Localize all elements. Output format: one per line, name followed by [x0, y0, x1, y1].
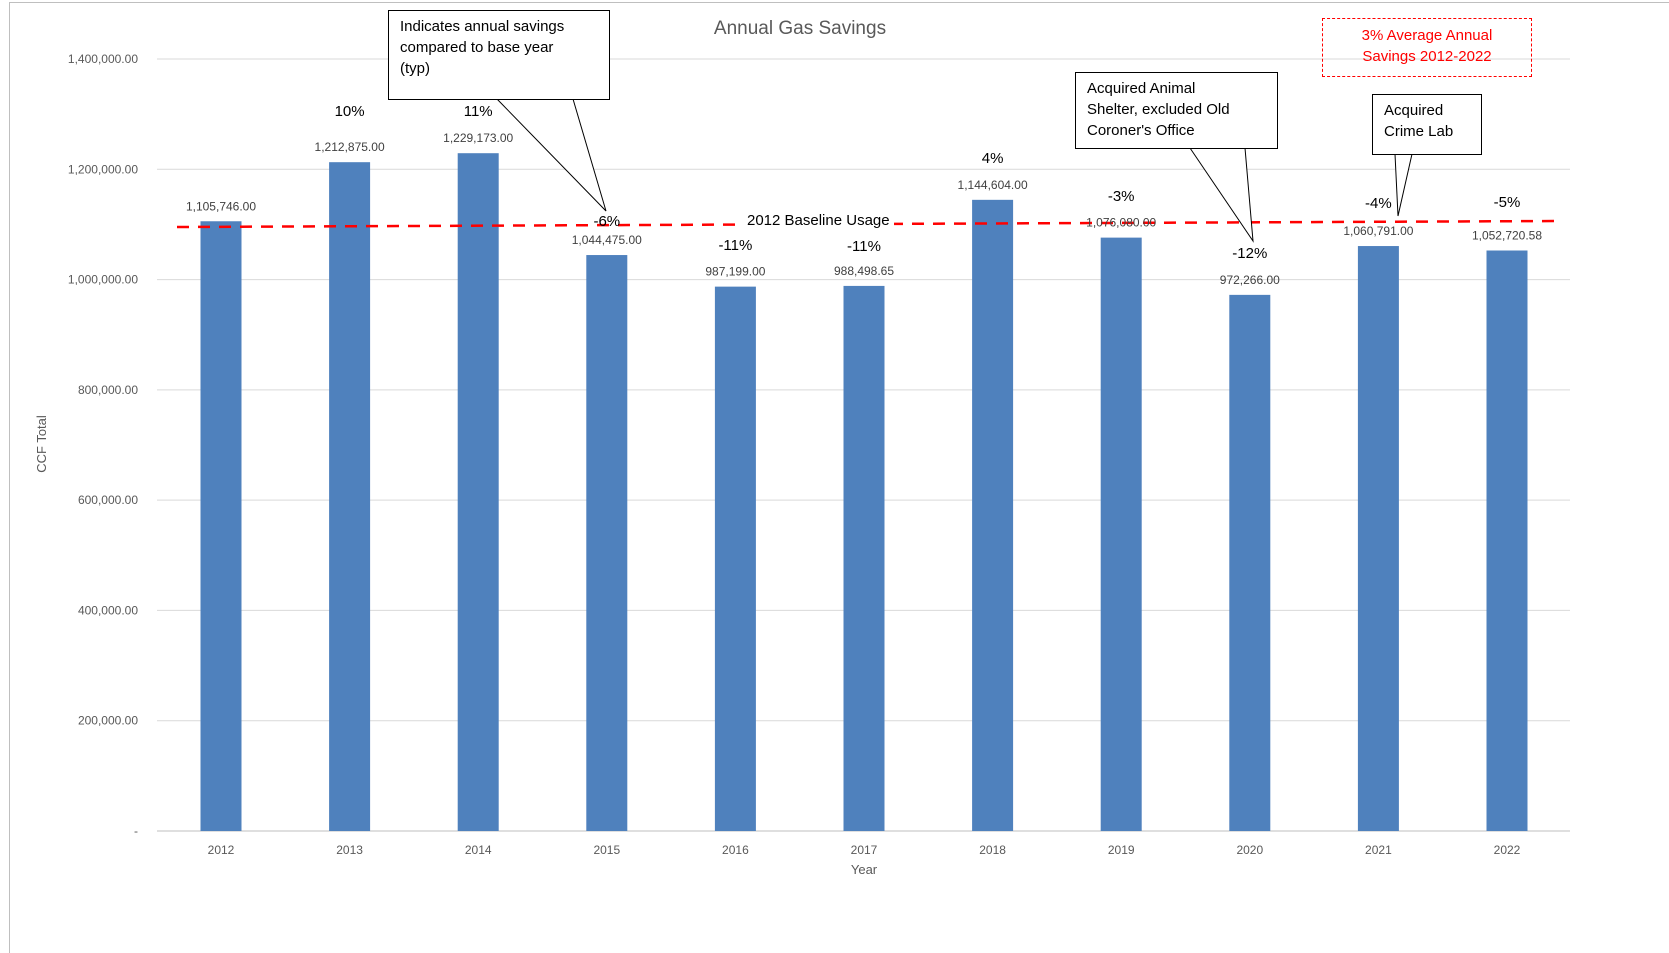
- bar: [586, 255, 628, 832]
- x-tick-label: 2018: [979, 843, 1006, 857]
- value-label: 987,199.00: [705, 265, 765, 279]
- y-tick-label: 1,400,000.00: [68, 52, 138, 66]
- savings-percent-label: -6%: [593, 213, 620, 230]
- y-tick-label: 1,200,000.00: [68, 162, 138, 176]
- bar: [1486, 250, 1528, 831]
- bar: [1100, 237, 1142, 831]
- x-tick-label: 2012: [208, 843, 235, 857]
- callout-animal-shelter: Acquired Animal Shelter, excluded Old Co…: [1075, 72, 1278, 149]
- x-tick-label: 2021: [1365, 843, 1392, 857]
- gridlines: - 200,000.00 400,000.00 600,000.00 800,000.0…: [68, 52, 1570, 838]
- x-tick-label: 2019: [1108, 843, 1135, 857]
- value-label: 1,076,080.00: [1086, 216, 1156, 230]
- savings-percent-label: 11%: [464, 103, 493, 120]
- value-label: 1,105,746.00: [186, 199, 256, 213]
- y-tick-label: 1,000,000.00: [68, 273, 138, 287]
- callout-pointer: [496, 98, 607, 212]
- bars: [200, 153, 1528, 832]
- callout-pointers: [496, 98, 1413, 243]
- value-label: 1,212,875.00: [315, 140, 385, 154]
- savings-percent-label: -11%: [847, 238, 881, 255]
- bar: [200, 221, 242, 831]
- value-label: 1,060,791.00: [1343, 224, 1413, 238]
- savings-percent-label: -3%: [1108, 188, 1135, 205]
- bar: [972, 199, 1014, 832]
- savings-percent-label: -11%: [718, 237, 752, 254]
- chart-frame: [9, 2, 1669, 953]
- value-label: 972,266.00: [1220, 273, 1280, 287]
- y-tick-label: 600,000.00: [78, 493, 138, 507]
- chart-title: Annual Gas Savings: [714, 18, 886, 39]
- x-axis-title: Year: [851, 862, 878, 877]
- y-axis-title: CCF Total: [34, 415, 49, 473]
- y-tick-label: 200,000.00: [78, 714, 138, 728]
- x-tick-label: 2017: [851, 843, 878, 857]
- x-tick-label: 2014: [465, 843, 492, 857]
- bar: [714, 286, 756, 832]
- bar: [843, 285, 885, 832]
- bar: [329, 162, 371, 832]
- x-tick-label: 2013: [336, 843, 363, 857]
- x-tick-label: 2016: [722, 843, 749, 857]
- x-tick-label: 2020: [1236, 843, 1263, 857]
- x-tick-label: 2022: [1494, 843, 1521, 857]
- y-tick-label: 800,000.00: [78, 383, 138, 397]
- value-label: 988,498.65: [834, 264, 894, 278]
- savings-percent-label: 4%: [982, 150, 1004, 167]
- bar: [1357, 246, 1399, 831]
- savings-percent-label: -12%: [1232, 245, 1267, 262]
- savings-percent-label: -5%: [1494, 194, 1521, 211]
- data-labels: 2012 1,105,746.00 2013 1,212,875.00 2014 1,22…: [186, 103, 1542, 857]
- bar: [457, 153, 499, 832]
- y-tick-label: 400,000.00: [78, 603, 138, 617]
- value-label: 1,229,173.00: [443, 131, 513, 145]
- callout-crime-lab: Acquired Crime Lab: [1372, 94, 1482, 155]
- value-label: 1,144,604.00: [958, 178, 1028, 192]
- callout-annual-savings: Indicates annual savings compared to bas…: [388, 10, 610, 100]
- callout-pointer: [1394, 153, 1413, 217]
- bar: [1229, 294, 1271, 831]
- callout-pointer: [1189, 147, 1254, 243]
- savings-percent-label: -4%: [1365, 195, 1392, 212]
- x-tick-label: 2015: [593, 843, 620, 857]
- value-label: 1,044,475.00: [572, 233, 642, 247]
- baseline-label: 2012 Baseline Usage: [743, 212, 894, 229]
- y-tick-label: -: [134, 824, 138, 838]
- savings-percent-label: 10%: [335, 103, 365, 120]
- average-savings-note: 3% Average Annual Savings 2012-2022: [1322, 18, 1532, 77]
- value-label: 1,052,720.58: [1472, 228, 1542, 242]
